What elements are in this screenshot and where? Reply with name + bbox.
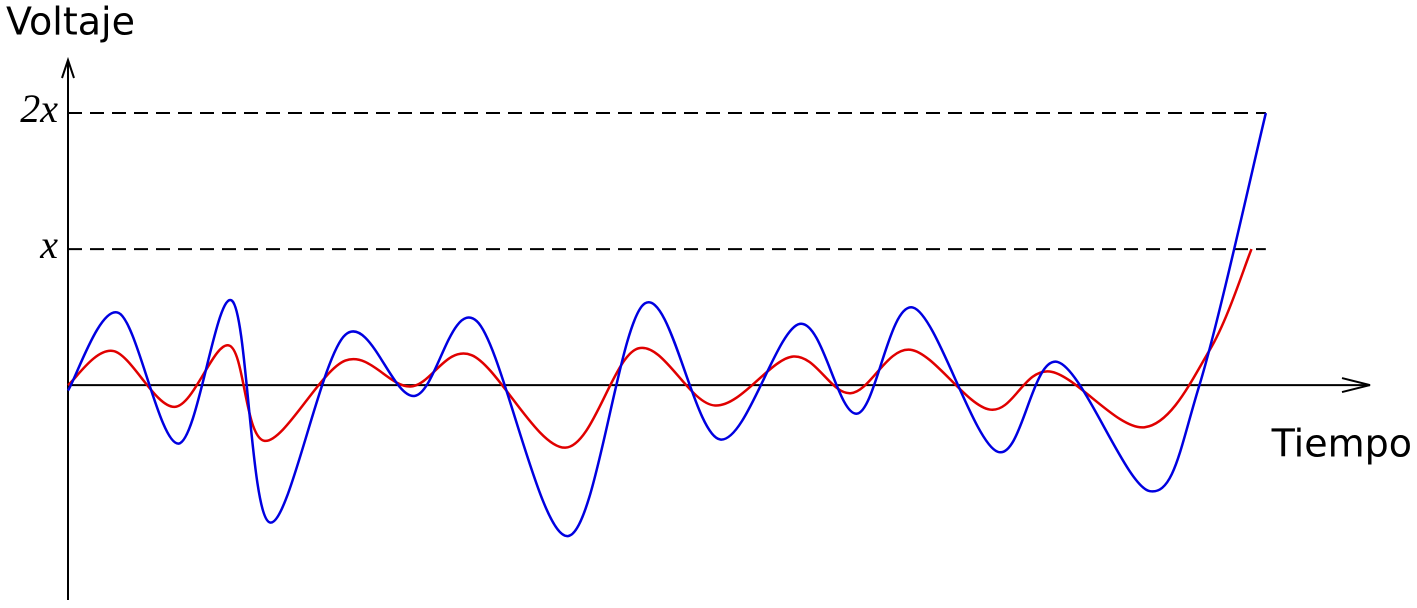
y-axis-label: Voltaje xyxy=(6,0,135,44)
y-tick-label: 2x xyxy=(20,86,58,131)
y-tick-label: x xyxy=(39,222,58,267)
y-axis-arrow xyxy=(61,56,75,79)
x-axis-label: Tiempo xyxy=(1271,422,1412,466)
line xyxy=(67,248,1253,449)
line xyxy=(66,112,1268,538)
x-axis-arrow xyxy=(1341,377,1371,394)
